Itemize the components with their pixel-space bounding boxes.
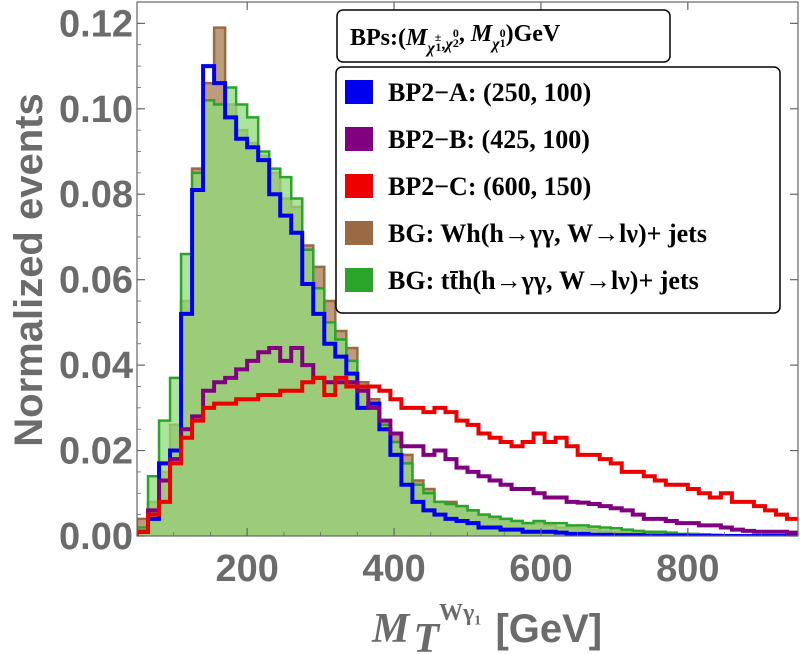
x-tick-label: 400 xyxy=(362,548,425,590)
legend-swatch xyxy=(345,80,373,104)
legend-title-box: BPs:(Mχ± 1,χ0 2, Mχ0 1)GeV xyxy=(336,9,671,63)
x-axis-label-sup: Wγ₁ xyxy=(439,600,481,626)
series-line-bp2-b xyxy=(137,346,798,536)
legend-label: BP2−C: (600, 150) xyxy=(388,172,591,201)
x-tick-label: 600 xyxy=(509,548,572,590)
x-axis-label-unit: [GeV] xyxy=(495,607,602,651)
legend: BP2−A: (250, 100) BP2−B: (425, 100) BP2−C:… xyxy=(335,66,781,314)
y-tick-label: 0.02 xyxy=(59,431,133,473)
y-tick-label: 0.08 xyxy=(59,174,133,216)
x-axis-label: M T Wγ₁ [GeV] xyxy=(371,600,602,654)
y-tick-label: 0.04 xyxy=(59,345,133,387)
y-axis-label: Normalized events xyxy=(7,93,51,446)
y-axis: 0.00 0.02 0.04 0.06 0.08 0.10 0.12 xyxy=(59,3,798,558)
series-line-bp2-c xyxy=(137,375,798,536)
legend-title: BPs:(Mχ± 1,χ0 2, Mχ0 1)GeV xyxy=(350,21,561,57)
x-axis-label-main: M xyxy=(371,606,411,652)
y-tick-label: 0.00 xyxy=(59,516,133,558)
y-tick-label: 0.06 xyxy=(59,260,133,302)
series-line-bg-tth xyxy=(137,86,798,536)
y-tick-label: 0.12 xyxy=(59,3,133,45)
plot-area xyxy=(137,26,798,536)
y-tick-label: 0.10 xyxy=(59,89,133,131)
legend-label: BG: tt̄h(h→γγ, W→lν)+ jets xyxy=(388,266,699,295)
legend-swatch xyxy=(345,221,373,245)
x-axis-label-sub: T xyxy=(413,616,441,654)
legend-label: BP2−B: (425, 100) xyxy=(388,125,590,154)
x-axis: 200 400 600 800 xyxy=(173,2,762,590)
x-tick-label: 800 xyxy=(656,548,719,590)
legend-swatch xyxy=(345,268,373,292)
series-line-bp2-a xyxy=(137,64,798,536)
legend-swatch xyxy=(345,174,373,198)
legend-label: BG: Wh(h→γγ, W→lν)+ jets xyxy=(388,219,707,248)
legend-label: BP2−A: (250, 100) xyxy=(388,78,591,107)
x-tick-label: 200 xyxy=(215,548,278,590)
svg-text:M T Wγ₁ [GeV: M T Wγ₁ [GeV] xyxy=(371,600,602,654)
legend-swatch xyxy=(345,127,373,151)
